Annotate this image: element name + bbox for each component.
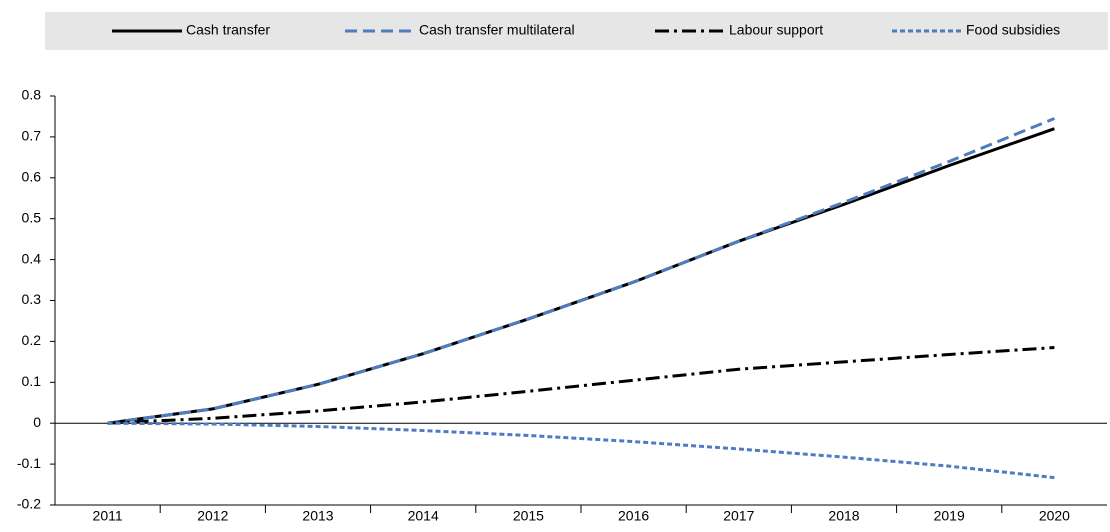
x-tick-label: 2020 [1039,508,1070,524]
y-tick-label: -0.2 [17,496,41,512]
y-tick-label: 0.2 [22,332,42,348]
y-tick-label: 0.6 [22,169,42,185]
y-tick-label: 0 [33,414,41,430]
y-tick-label: 0.4 [22,250,42,266]
series-line [107,421,1055,480]
y-tick-label: -0.1 [17,455,41,471]
x-tick-label: 2012 [197,508,228,524]
x-tick-label: 2013 [302,508,333,524]
legend-label: Cash transfer multilateral [419,22,575,38]
x-tick-label: 2011 [93,508,123,524]
x-tick-label: 2019 [934,508,965,524]
x-tick-label: 2016 [618,508,649,524]
series-line [107,117,1055,425]
legend-label: Cash transfer [186,22,270,38]
y-tick-label: 0.7 [22,128,42,144]
y-tick-label: 0.3 [22,291,42,307]
y-tick-label: 0.8 [22,87,42,103]
y-tick-label: 0.1 [22,373,42,389]
x-tick-label: 2015 [513,508,544,524]
series-line [107,346,1055,425]
legend-background [45,12,1108,50]
legend-label: Food subsidies [966,22,1060,38]
x-tick-label: 2014 [408,508,439,524]
x-tick-label: 2017 [723,508,754,524]
series-line [107,127,1055,425]
y-tick-label: 0.5 [22,209,42,225]
legend-label: Labour support [729,22,823,38]
x-tick-label: 2018 [828,508,859,524]
